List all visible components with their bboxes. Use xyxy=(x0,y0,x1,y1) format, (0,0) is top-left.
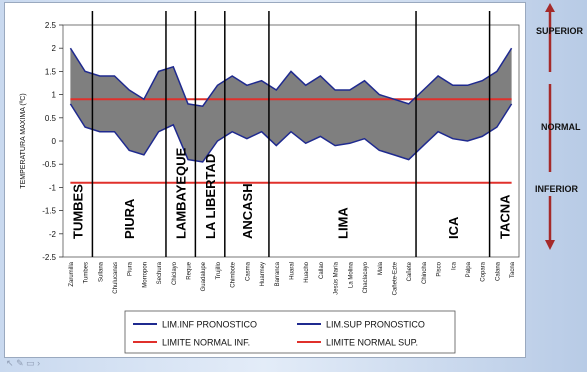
slide-toolbar[interactable]: ↖ ✎ ▭ › xyxy=(6,358,40,369)
x-tick-label: Huacho xyxy=(304,261,310,282)
series-line-0 xyxy=(69,103,513,163)
y-tick-label: 2.5 xyxy=(45,21,57,30)
y-tick-label: 1 xyxy=(52,91,57,100)
y-tick-label: -0.5 xyxy=(42,160,56,169)
x-tick-label: Zarumilla xyxy=(69,261,75,286)
x-tick-label: Huaral xyxy=(290,262,296,280)
y-tick-label: -2.5 xyxy=(42,253,56,262)
forecast-band xyxy=(70,48,512,162)
arrow-tool-icon[interactable]: ↖ xyxy=(6,358,14,368)
y-tick-label: 2 xyxy=(52,44,57,53)
region-label: ANCASH xyxy=(240,183,255,239)
region-label: TUMBES xyxy=(71,184,86,239)
x-tick-label: La Molina xyxy=(348,261,354,288)
region-label: LA LIBERTAD xyxy=(203,154,218,239)
region-label: LAMBAYEQUE xyxy=(174,147,189,239)
x-tick-label: Chimbote xyxy=(231,261,237,287)
legend-box xyxy=(124,310,456,354)
y-axis-label: TEMPERATURA MAXIMA (ºC) xyxy=(20,93,27,188)
x-tick-label: Callao xyxy=(319,261,325,279)
next-tool-icon[interactable]: › xyxy=(37,358,41,368)
x-tick-label: Tacna xyxy=(510,261,516,278)
x-tick-label: Calana xyxy=(495,261,501,281)
series-line-1 xyxy=(69,47,513,108)
x-tick-label: Chiclayo xyxy=(172,261,178,285)
x-tick-label: Casma xyxy=(245,261,251,281)
x-tick-label: Huarmey xyxy=(260,262,266,286)
x-tick-label: Chaclacayo xyxy=(363,261,369,293)
legend-label: LIMITE NORMAL INF. xyxy=(162,338,250,348)
chart-panel: -2.5 -2 -1.5 -1 -0.5 0 0.5 1 1.5 2 2.5 TEMPERATURA … xyxy=(4,2,526,358)
x-tick-label: Piura xyxy=(128,261,134,276)
category-arrows xyxy=(545,3,555,250)
y-tick-label: -2 xyxy=(49,230,57,239)
y-tick-label: 0 xyxy=(52,137,57,146)
legend-label: LIM.INF PRONOSTICO xyxy=(162,320,257,330)
temperature-chart: -2.5 -2 -1.5 -1 -0.5 0 0.5 1 1.5 2 2.5 TEMPERATURA … xyxy=(20,11,520,354)
x-tick-label: Morropon xyxy=(142,262,148,288)
region-label: PIURA xyxy=(122,198,137,239)
x-tick-label: Mala xyxy=(378,261,384,275)
x-tick-label: Sullana xyxy=(98,261,104,282)
x-tick-label: Cañete-Ezte xyxy=(393,261,399,295)
x-tick-label: Palpa xyxy=(466,261,472,277)
legend-label: LIMITE NORMAL SUP. xyxy=(326,338,418,348)
inferior-arrowhead xyxy=(545,240,555,250)
x-tick-label: Guadalupe xyxy=(201,261,207,291)
y-tick-label: -1 xyxy=(49,183,57,192)
region-label: LIMA xyxy=(336,207,351,239)
x-tick-label: Tumbes xyxy=(84,262,90,283)
x-tick-label: Trujillo xyxy=(216,261,222,279)
superior-arrowhead xyxy=(545,3,555,12)
x-tick-label: Sechura xyxy=(157,261,163,284)
x-tick-label: Jesús María xyxy=(334,261,340,294)
inferior-label: INFERIOR xyxy=(535,184,579,194)
x-tick-label: Ica xyxy=(451,261,457,270)
region-label: ICA xyxy=(446,216,461,239)
x-tick-label: Copara xyxy=(481,261,487,281)
x-tick-label: Barranca xyxy=(275,261,281,286)
x-tick-label: Reque xyxy=(187,261,193,279)
y-tick-label: 1.5 xyxy=(45,67,57,76)
y-tick-label: 0.5 xyxy=(45,114,57,123)
menu-tool-icon[interactable]: ▭ xyxy=(26,358,35,368)
x-tick-label: Cañete xyxy=(407,261,413,281)
x-tick-label: Chincha xyxy=(422,261,428,284)
x-tick-label: Pisco xyxy=(437,261,443,276)
superior-label: SUPERIOR xyxy=(536,26,584,36)
region-label: TACNA xyxy=(497,194,512,239)
y-tick-label: -1.5 xyxy=(42,207,56,216)
x-tick-label: Chulucanas xyxy=(113,262,119,294)
normal-label: NORMAL xyxy=(541,122,581,132)
pen-tool-icon[interactable]: ✎ xyxy=(16,358,24,368)
legend-label: LIM.SUP PRONOSTICO xyxy=(326,320,425,330)
